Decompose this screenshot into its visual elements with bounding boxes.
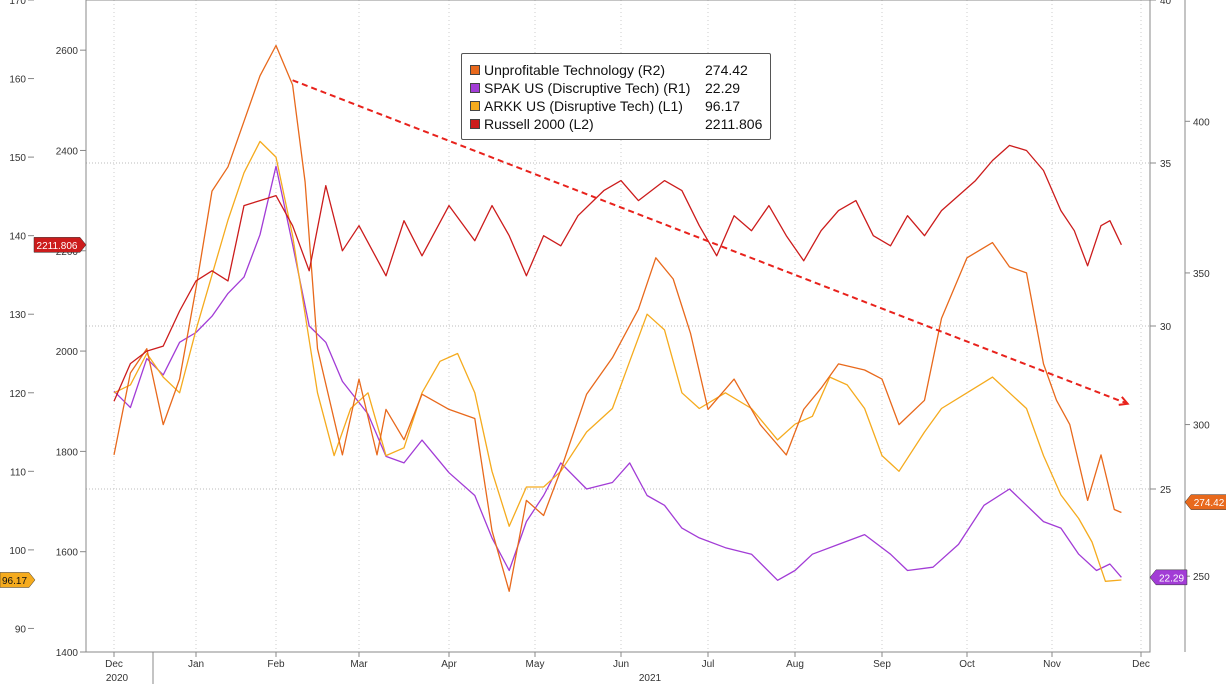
trendline-group: [292, 79, 1130, 406]
tick-label-l2: 1400: [56, 648, 79, 659]
axes: 90 100 110 120 130 140 150 160 170 1400 1600 1800 20…: [9, 0, 1210, 684]
tick-label-x: Jan: [188, 659, 204, 670]
legend-swatch: [470, 83, 480, 93]
tick-label-l1: 120: [9, 389, 26, 400]
tick-label-x: May: [526, 659, 545, 670]
value-tag-text: 22.29: [1159, 573, 1184, 584]
tick-label-r1: 25: [1160, 485, 1172, 496]
tick-label-l2: 2000: [56, 347, 79, 358]
legend-value: 274.42: [705, 62, 748, 78]
tick-label-x: Apr: [441, 659, 457, 670]
tick-label-r2: 350: [1193, 269, 1210, 280]
year-label: 2021: [639, 673, 662, 684]
tick-label-l1: 130: [9, 310, 26, 321]
value-tag-text: 274.42: [1194, 498, 1225, 509]
legend-label: Russell 2000 (L2): [484, 116, 594, 132]
tick-label-l2: 1800: [56, 447, 79, 458]
tick-label-x: Sep: [873, 659, 891, 670]
tick-label-l1: 140: [9, 232, 26, 243]
trend-arrowhead: [1118, 396, 1130, 406]
legend-label: ARKK US (Disruptive Tech) (L1): [484, 98, 683, 114]
legend-swatch: [470, 65, 480, 75]
legend-value: 22.29: [705, 80, 741, 96]
tick-label-l1: 150: [9, 153, 26, 164]
legend-swatch: [470, 119, 480, 129]
tick-label-r2: 400: [1193, 117, 1210, 128]
tick-label-l1: 170: [9, 0, 26, 7]
tick-label-r1: 30: [1160, 322, 1172, 333]
tick-label-x: Jul: [702, 659, 715, 670]
tick-label-l2: 2600: [56, 46, 79, 57]
tick-label-r1: 40: [1160, 0, 1172, 7]
value-tag-text: 96.17: [2, 576, 27, 587]
tick-label-l1: 160: [9, 75, 26, 86]
tick-label-l2: 1600: [56, 548, 79, 559]
tick-label-x: Aug: [786, 659, 804, 670]
series-line: [113, 44, 1122, 592]
tick-label-x: Oct: [959, 659, 975, 670]
legend-label: SPAK US (Discruptive Tech) (R1): [484, 80, 691, 96]
tick-label-r2: 250: [1193, 572, 1210, 583]
tick-label-x: Mar: [350, 659, 368, 670]
tick-label-r1: 35: [1160, 159, 1172, 170]
legend-value: 96.17: [705, 98, 741, 114]
series-line: [113, 144, 1122, 402]
value-tag-bg: [0, 572, 36, 588]
tick-label-r2: 300: [1193, 421, 1210, 432]
legend-swatch: [470, 101, 480, 111]
value-tags: 2211.806 96.17 274.42 22.29: [0, 237, 1226, 588]
value-tag-bg: [33, 237, 87, 253]
legend: Unprofitable Technology (R2) 274.42 SPAK…: [461, 53, 771, 140]
tick-label-l1: 90: [15, 624, 27, 635]
legend-label: Unprofitable Technology (R2): [484, 62, 666, 78]
tick-label-x: Jun: [613, 659, 629, 670]
tick-label-x: Nov: [1043, 659, 1061, 670]
series-line: [113, 165, 1122, 581]
series-line: [113, 140, 1122, 582]
year-label: 2020: [106, 673, 129, 684]
value-tag-bg: [1184, 494, 1226, 510]
tick-label-x: Dec: [105, 659, 123, 670]
tick-label-l1: 100: [9, 546, 26, 557]
series-lines: [113, 44, 1122, 592]
legend-value: 2211.806: [705, 116, 763, 132]
tick-label-l1: 110: [10, 467, 26, 478]
value-tag-text: 2211.806: [37, 241, 78, 252]
tick-label-x: Feb: [267, 659, 285, 670]
tick-label-l2: 2400: [56, 146, 79, 157]
tick-label-x: Dec: [1132, 659, 1150, 670]
value-tag-bg: [1149, 569, 1188, 586]
